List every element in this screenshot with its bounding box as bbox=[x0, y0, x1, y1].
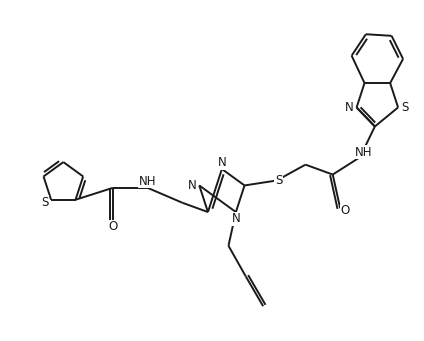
Text: O: O bbox=[108, 221, 117, 234]
Text: NH: NH bbox=[139, 175, 156, 188]
Text: S: S bbox=[42, 196, 49, 209]
Text: NH: NH bbox=[355, 146, 372, 159]
Text: N: N bbox=[232, 212, 240, 225]
Text: S: S bbox=[275, 174, 282, 187]
Text: N: N bbox=[188, 179, 197, 192]
Text: O: O bbox=[340, 204, 350, 217]
Text: N: N bbox=[345, 101, 354, 114]
Text: N: N bbox=[218, 156, 226, 169]
Text: S: S bbox=[402, 101, 409, 114]
